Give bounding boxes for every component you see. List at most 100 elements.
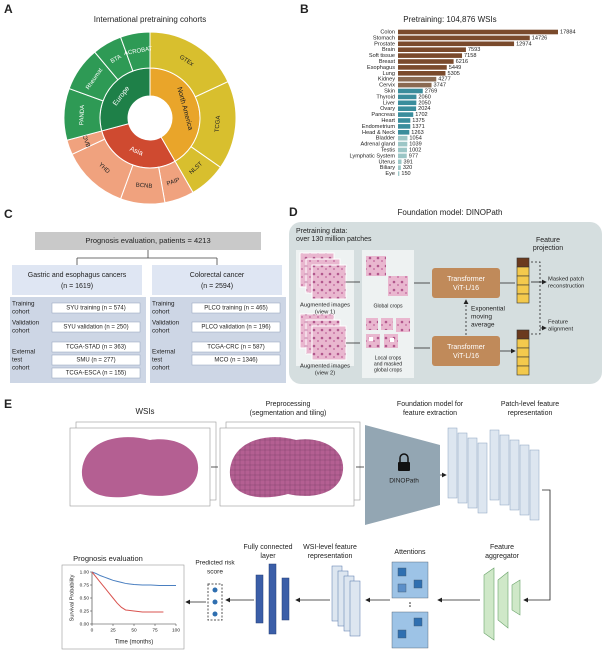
cohort-label: test bbox=[152, 357, 162, 364]
lock-icon bbox=[398, 462, 410, 471]
panel-d-shapes bbox=[289, 222, 602, 384]
bar bbox=[398, 106, 417, 111]
data-title: Pretraining data: bbox=[296, 228, 347, 235]
segment bbox=[119, 31, 151, 72]
step-label: WSIs bbox=[135, 407, 154, 416]
y-axis-label: Survival Probability bbox=[69, 574, 75, 621]
group-count: (n = 1619) bbox=[61, 283, 93, 290]
cohort-label: Training bbox=[12, 301, 35, 308]
value-label: 17884 bbox=[560, 29, 576, 35]
value-label: 320 bbox=[403, 165, 412, 171]
step-label: representation bbox=[508, 410, 553, 417]
segment-label: OVB bbox=[81, 134, 91, 148]
value-label: 1039 bbox=[409, 142, 421, 148]
cohort-box bbox=[191, 302, 281, 314]
cohort-label: cohort bbox=[12, 365, 30, 372]
value-label: 2060 bbox=[418, 94, 430, 100]
y-tick-label: 0.50 bbox=[80, 595, 90, 601]
value-label: 391 bbox=[403, 159, 412, 165]
model bbox=[365, 425, 440, 525]
crop-label: Global crops bbox=[373, 303, 403, 309]
value-label: 1002 bbox=[409, 147, 421, 153]
cohort-box bbox=[191, 321, 281, 333]
segment-label: BCNB bbox=[135, 183, 152, 190]
cohort-label: cohort bbox=[152, 328, 170, 335]
bar bbox=[398, 71, 446, 76]
value-label: 150 bbox=[401, 171, 410, 177]
x-tick-label: 25 bbox=[110, 627, 116, 633]
crop-label: Local crops bbox=[375, 355, 402, 361]
step-label: aggregator bbox=[485, 553, 520, 560]
cohort-label: cohort bbox=[152, 365, 170, 372]
cohort-box bbox=[51, 321, 141, 333]
bar bbox=[398, 112, 414, 117]
bar bbox=[398, 29, 558, 35]
cohort-label: Validation bbox=[152, 320, 180, 327]
y-tick-label: 0.00 bbox=[80, 621, 90, 627]
segment-label: ACROBAT bbox=[124, 46, 153, 57]
value-label: 14726 bbox=[532, 35, 548, 41]
bar bbox=[398, 100, 417, 106]
cohort-item: SYU validation (n = 250) bbox=[63, 325, 128, 331]
risk-dot bbox=[212, 587, 218, 593]
value-label: 1702 bbox=[415, 112, 427, 118]
y-tick-label: Cervix bbox=[379, 83, 395, 89]
x-tick-label: 75 bbox=[152, 627, 158, 633]
bar bbox=[398, 53, 463, 58]
step-label: Attentions bbox=[394, 549, 426, 556]
y-tick-label: Stomach bbox=[373, 35, 395, 41]
cohort-label: External bbox=[152, 349, 175, 356]
risk-dot bbox=[212, 599, 218, 605]
image bbox=[311, 325, 347, 361]
segment-label: BTA bbox=[110, 54, 123, 65]
image bbox=[366, 256, 386, 276]
panel-label: C bbox=[4, 207, 13, 221]
y-tick-label: Colon bbox=[380, 29, 395, 35]
cohort-item: TCGA-STAD (n = 363) bbox=[66, 345, 126, 351]
step-label: Foundation model for bbox=[397, 401, 464, 408]
y-tick-label: Esophagus bbox=[367, 65, 395, 71]
step-label: representation bbox=[308, 553, 353, 560]
image-label: (view 1) bbox=[315, 310, 335, 316]
survival-curve bbox=[91, 571, 164, 613]
panel-title: Foundation model: DINOPath bbox=[398, 208, 503, 217]
y-tick-label: Thyroid bbox=[376, 94, 395, 100]
cohort-item: SYU training (n = 574) bbox=[66, 306, 126, 312]
y-tick-label: Head & Neck bbox=[362, 130, 395, 136]
bar bbox=[398, 118, 411, 123]
value-label: 2769 bbox=[425, 88, 437, 94]
bar bbox=[398, 35, 530, 41]
value-label: 5449 bbox=[449, 65, 461, 71]
value-label: 1263 bbox=[411, 130, 423, 136]
mask bbox=[369, 337, 373, 341]
masked-label: Masked patch bbox=[548, 277, 584, 283]
image bbox=[396, 318, 410, 332]
y-tick-label: Lymphatic System bbox=[350, 153, 396, 159]
value-label: 1371 bbox=[412, 124, 424, 130]
step-label: Preprocessing bbox=[266, 401, 311, 408]
cohort-label: cohort bbox=[12, 309, 30, 316]
step-label: (segmentation and tiling) bbox=[250, 410, 327, 417]
y-tick-label: Testis bbox=[381, 147, 396, 153]
step-label: Patch-level feature bbox=[501, 401, 559, 408]
transformer-box bbox=[432, 336, 500, 366]
image bbox=[311, 264, 347, 300]
y-tick-label: Skin bbox=[384, 88, 395, 94]
crop-label: global crops bbox=[374, 367, 402, 373]
model-label: DINOPath bbox=[389, 478, 419, 485]
tissue bbox=[81, 437, 199, 498]
arrow bbox=[523, 489, 551, 603]
image bbox=[388, 276, 408, 296]
arrow bbox=[346, 281, 515, 351]
cohort-item: SMU (n = 277) bbox=[76, 358, 115, 364]
y-tick-label: Biliary bbox=[380, 165, 395, 171]
value-label: 4277 bbox=[438, 77, 450, 83]
bar bbox=[398, 94, 417, 100]
image-label: Augmented images bbox=[300, 303, 350, 309]
y-tick-label: 0.25 bbox=[80, 608, 90, 614]
panel-label: B bbox=[300, 2, 309, 16]
risk-dot bbox=[212, 611, 218, 617]
bar bbox=[398, 153, 407, 159]
dots bbox=[409, 605, 411, 607]
data-title: over 130 million patches bbox=[296, 236, 372, 243]
